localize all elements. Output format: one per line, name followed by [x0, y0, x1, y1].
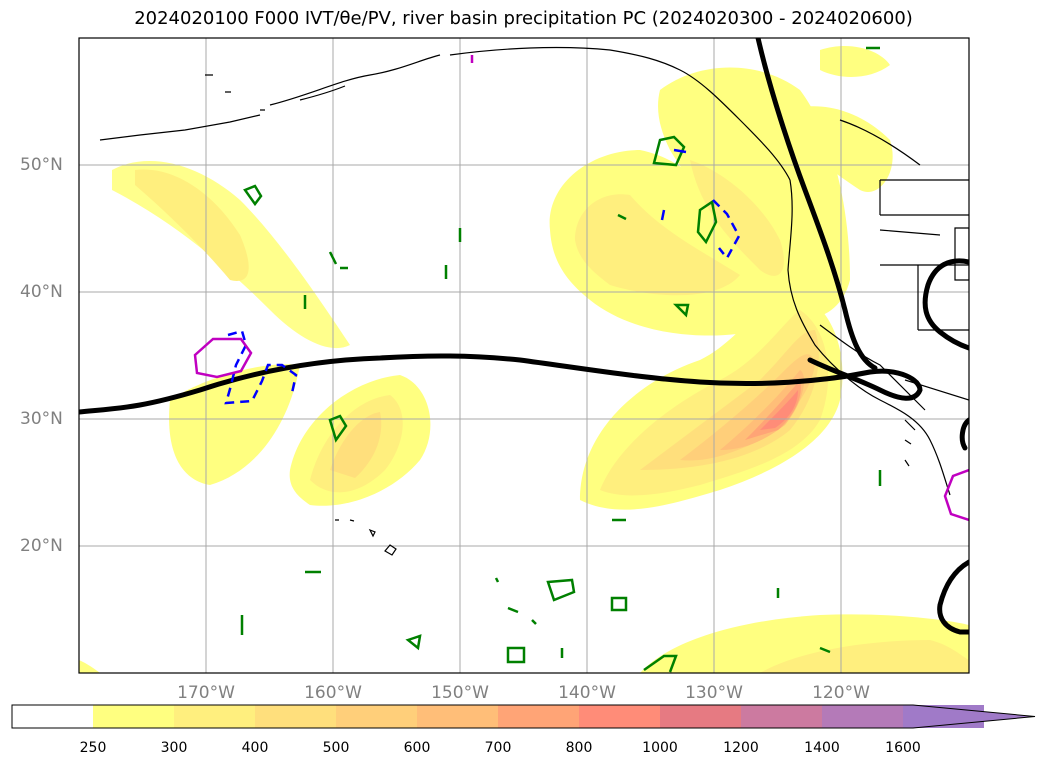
coastlines: [99, 46, 969, 556]
colorbar-tick-label: 250: [79, 740, 107, 756]
lat-label-20n: 20°N: [20, 536, 63, 556]
colorbar-tick-label: 1200: [723, 740, 759, 756]
colorbar-extend-arrow: [903, 705, 1035, 728]
lon-label-130w: 130°W: [685, 683, 743, 703]
ivt-plume-northwest: [112, 161, 350, 485]
colorbar-tick-label: 400: [241, 740, 269, 756]
pv-contours-green: [240, 46, 882, 673]
colorbar-segment: [741, 705, 822, 728]
lon-label-120w: 120°W: [812, 683, 870, 703]
colorbar-segment: [336, 705, 417, 728]
colorbar: [11, 704, 1036, 729]
colorbar-segment: [174, 705, 255, 728]
lon-label-140w: 140°W: [558, 683, 616, 703]
colorbar-segment: [417, 705, 498, 728]
precip-contours-magenta: [193, 55, 969, 522]
ivt-southern-band: [79, 614, 969, 673]
negative-pv-contours: [224, 199, 741, 405]
colorbar-segment: [660, 705, 741, 728]
colorbar-tick-label: 800: [565, 740, 593, 756]
colorbar-segment: [12, 705, 93, 728]
lon-label-160w: 160°W: [304, 683, 362, 703]
colorbar-tick-label: 1400: [804, 740, 840, 756]
map-title: 2024020100 F000 IVT/θe/PV, river basin p…: [0, 8, 1047, 29]
lat-label-50n: 50°N: [20, 155, 63, 175]
colorbar-segment: [579, 705, 660, 728]
lon-label-170w: 170°W: [177, 683, 235, 703]
colorbar-segment: [498, 705, 579, 728]
colorbar-tick-label: 1000: [642, 740, 678, 756]
lon-label-150w: 150°W: [431, 683, 489, 703]
colorbar-tick-label: 500: [322, 740, 350, 756]
dynamic-tropopause-contour: [79, 38, 969, 635]
colorbar-segment: [822, 705, 903, 728]
negative-pv-fragment: [660, 148, 687, 221]
lat-label-40n: 40°N: [20, 282, 63, 302]
ivt-northeast-pacific: [549, 45, 893, 336]
colorbar-segment: [255, 705, 336, 728]
colorbar-segment: [93, 705, 174, 728]
colorbar-outline: [11, 704, 1036, 729]
lat-label-30n: 30°N: [20, 409, 63, 429]
colorbar-tick-label: 600: [403, 740, 431, 756]
colorbar-tick-label: 300: [160, 740, 188, 756]
colorbar-tick-label: 700: [484, 740, 512, 756]
title-text: 2024020100 F000 IVT/θe/PV, river basin p…: [134, 8, 913, 29]
colorbar-tick-label: 1600: [885, 740, 921, 756]
map-border: [78, 37, 970, 674]
